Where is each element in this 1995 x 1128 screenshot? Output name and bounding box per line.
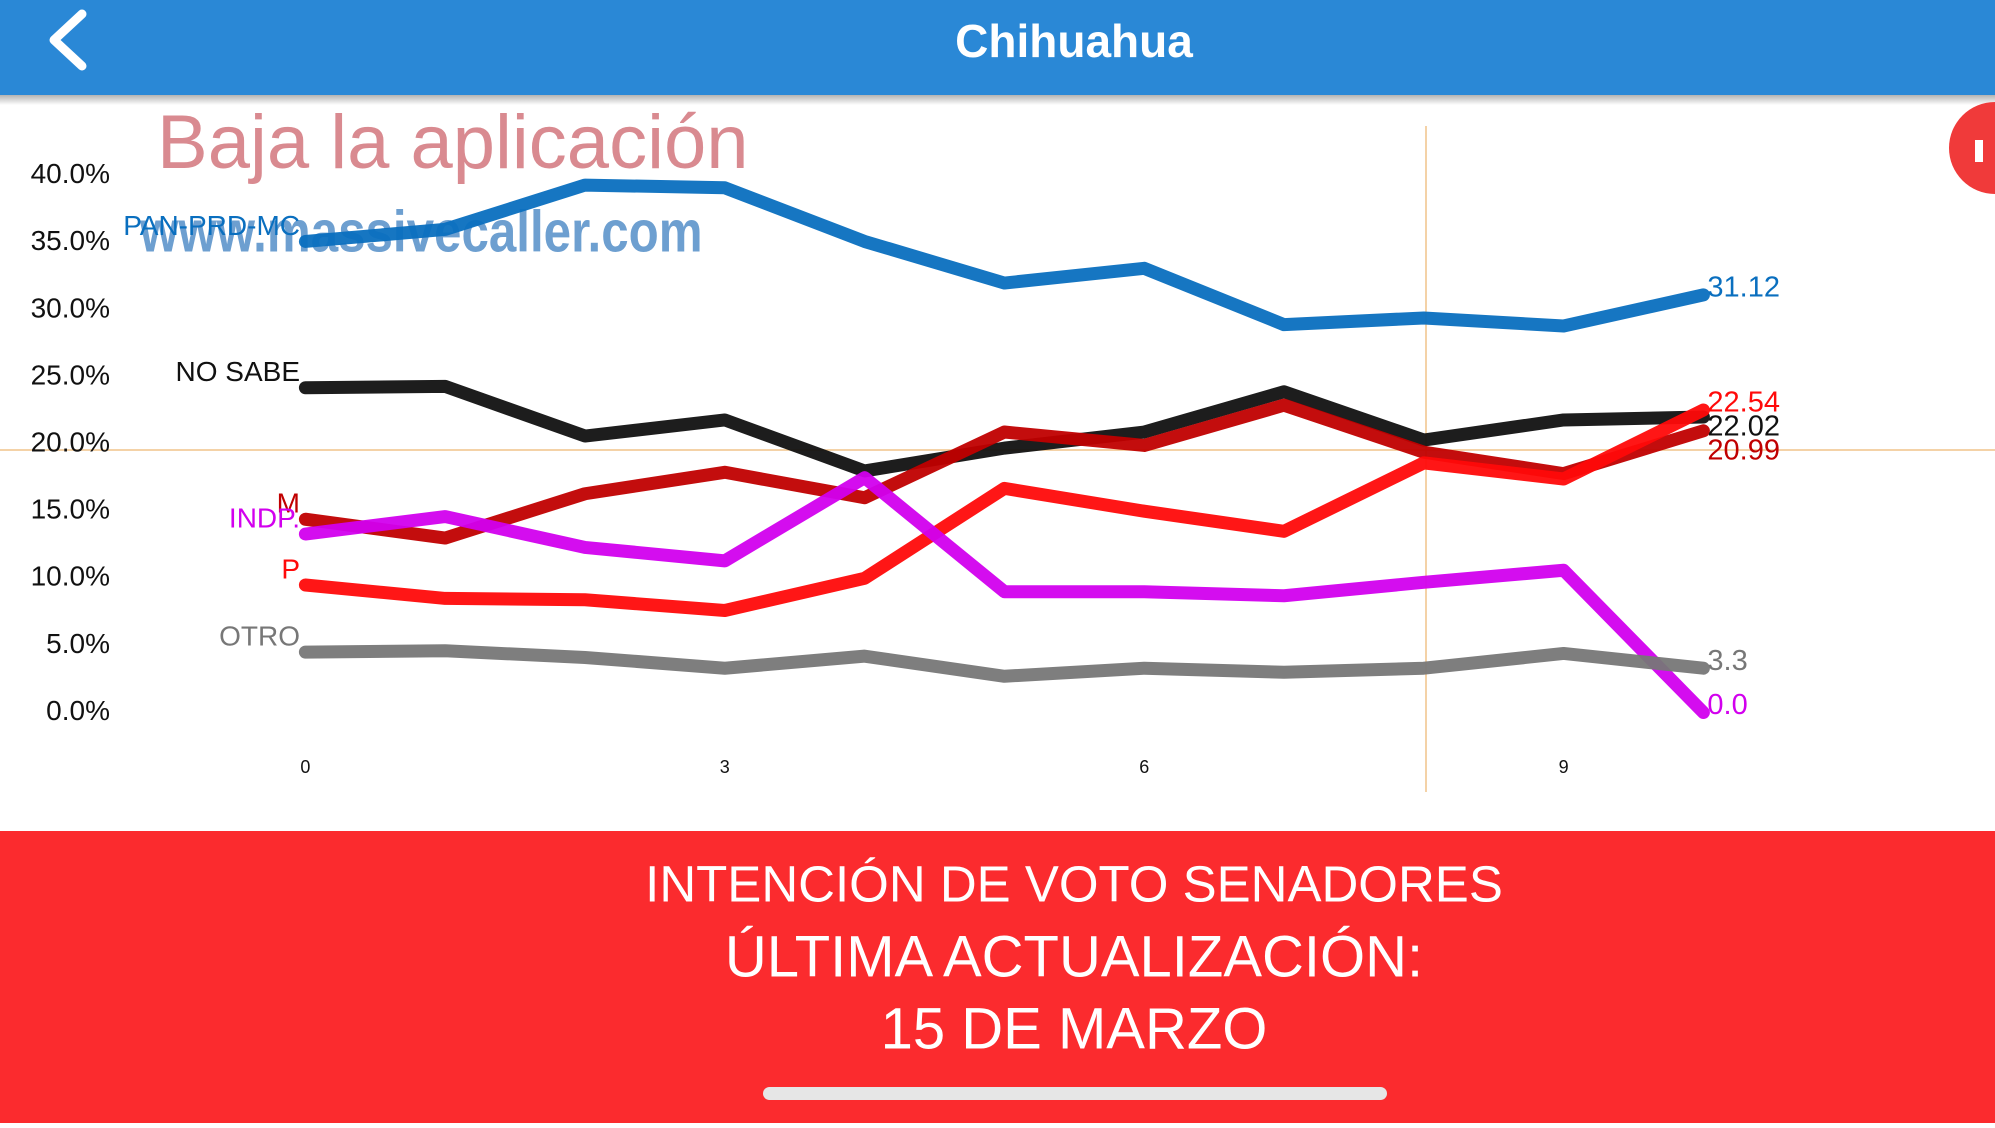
series-line (298, 471, 1710, 719)
series-line (298, 398, 1710, 545)
footer-banner (0, 831, 1995, 1123)
series-line (298, 178, 1710, 333)
series-line (298, 644, 1710, 683)
y-tick-label: 5.0% (46, 628, 110, 659)
y-tick-label: 30.0% (31, 292, 110, 323)
series-label: P (281, 553, 300, 584)
end-value-label: 0.0 (1707, 689, 1747, 721)
header-bar (0, 0, 1995, 95)
y-tick-label: 35.0% (31, 225, 110, 256)
button-icon (1975, 140, 1983, 162)
y-tick-label: 15.0% (31, 494, 110, 525)
y-tick-label: 25.0% (31, 359, 110, 390)
header-title: Chihuahua (955, 15, 1193, 67)
end-value-label: 22.02 (1707, 411, 1780, 443)
x-tick-label: 0 (300, 757, 310, 777)
end-value-label: 20.99 (1707, 435, 1780, 467)
series-label: INDP. (229, 502, 300, 533)
series-line (298, 379, 1710, 478)
footer-line: ÚLTIMA ACTUALIZACIÓN: (725, 924, 1423, 989)
watermark-text: Baja la aplicación (157, 100, 749, 185)
back-button[interactable] (49, 9, 87, 71)
end-value-label: 22.54 (1707, 387, 1780, 419)
y-tick-label: 0.0% (46, 695, 110, 726)
end-value-label: 3.3 (1707, 645, 1747, 677)
series-label: OTRO (219, 621, 300, 652)
home-indicator (763, 1087, 1387, 1100)
end-value-label: 31.12 (1707, 272, 1780, 304)
y-tick-label: 20.0% (31, 426, 110, 457)
series-line (298, 403, 1710, 618)
header-shadow (0, 95, 1995, 105)
x-tick-label: 9 (1559, 757, 1569, 777)
x-tick-label: 6 (1139, 757, 1149, 777)
series-label: M (277, 488, 300, 519)
footer-line: INTENCIÓN DE VOTO SENADORES (645, 855, 1503, 912)
x-tick-label: 3 (720, 757, 730, 777)
series-label: NO SABE (176, 356, 300, 387)
plot: 0.0% 5.0% 10.0% 15.0% 20.0% 25.0% 30.0% 35.0% 40… (31, 158, 1780, 777)
footer-line: 15 DE MARZO (881, 996, 1268, 1061)
chart-toggle-button[interactable] (1949, 102, 1995, 194)
y-tick-label: 40.0% (31, 158, 110, 189)
series-label: PAN-PRD-MC (123, 210, 300, 241)
y-tick-label: 10.0% (31, 561, 110, 592)
